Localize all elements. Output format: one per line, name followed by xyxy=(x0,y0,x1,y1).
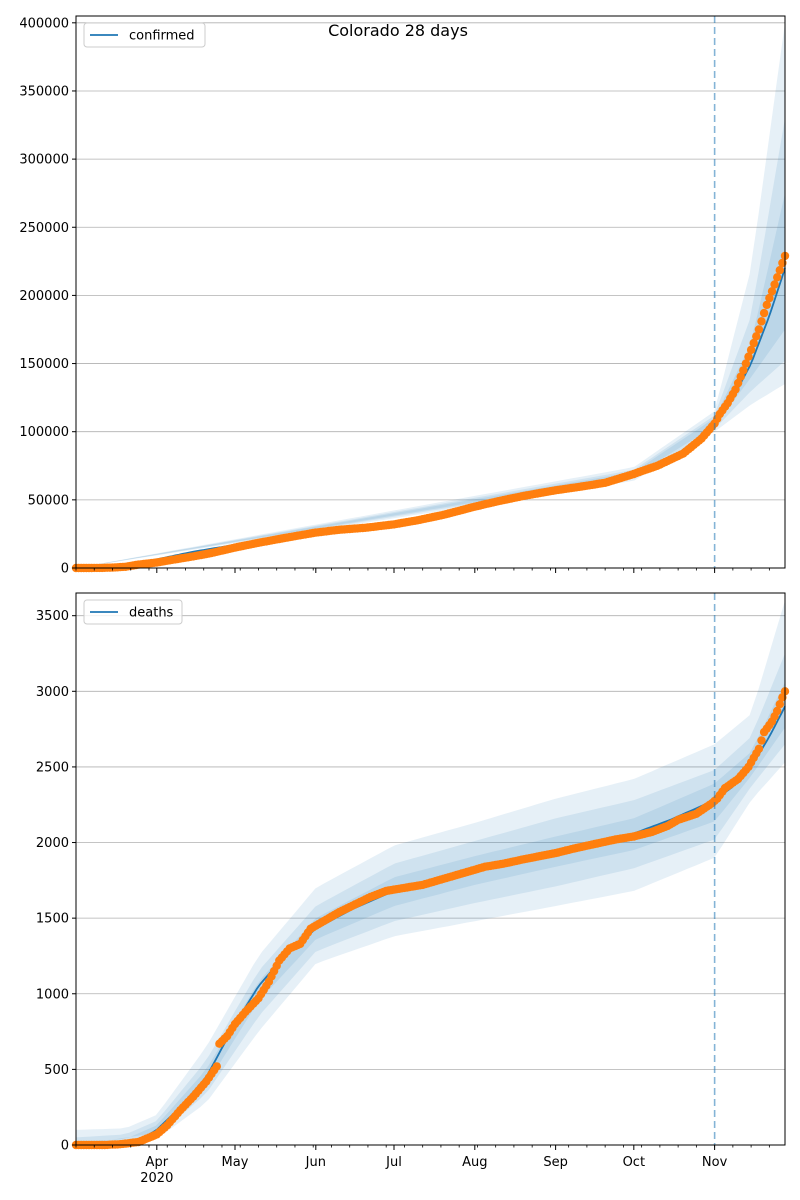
x-tick-label: May xyxy=(222,1155,249,1170)
observed-point xyxy=(757,736,766,745)
y-tick-label: 50000 xyxy=(28,493,69,508)
y-tick-label: 0 xyxy=(61,1139,69,1154)
y-tick-label: 3500 xyxy=(36,609,69,624)
observed-point xyxy=(773,273,782,282)
observed-point xyxy=(767,287,777,296)
y-tick-label: 200000 xyxy=(19,289,69,304)
observed-point xyxy=(775,266,784,275)
y-tick-label: 3000 xyxy=(36,685,69,700)
deaths-panel: 0 500 1000 1500 2000 2500 3000 3500 Apr May Jun Jul… xyxy=(36,592,790,1186)
y-tick-label: 150000 xyxy=(19,357,69,372)
observed-point xyxy=(736,372,745,381)
y-tick-label: 0 xyxy=(61,562,69,577)
observed-point xyxy=(775,700,784,709)
x-tick-label: Jun xyxy=(305,1155,326,1170)
chart-title: Colorado 28 days xyxy=(328,21,468,40)
y-tick-label: 350000 xyxy=(19,84,69,99)
observed-point xyxy=(752,332,761,341)
observed-point xyxy=(744,352,753,361)
x-tick-label: Nov xyxy=(702,1155,728,1170)
x-tick-label: Jul xyxy=(385,1155,402,1170)
x-year-label: 2020 xyxy=(140,1171,173,1186)
observed-point xyxy=(733,378,743,388)
y-tick-label: 300000 xyxy=(19,153,69,168)
observed-point xyxy=(757,317,766,326)
y-tick-label: 100000 xyxy=(19,425,69,440)
x-tick-label: Oct xyxy=(623,1155,645,1170)
y-tick-label: 500 xyxy=(44,1063,69,1078)
observed-point xyxy=(739,366,748,375)
x-tick-label: Aug xyxy=(462,1155,487,1170)
y-tick-label: 400000 xyxy=(19,16,69,31)
y-tick-label: 1000 xyxy=(36,987,69,1002)
uncertainty-band xyxy=(76,118,785,568)
model-line xyxy=(76,267,786,569)
observed-point xyxy=(746,345,756,355)
observed-point xyxy=(212,1062,221,1071)
y-tick-label: 250000 xyxy=(19,221,69,236)
observed-point xyxy=(759,308,769,318)
legend-box xyxy=(83,22,206,48)
observed-point xyxy=(773,706,782,716)
observed-point xyxy=(741,359,751,368)
legend-label: deaths xyxy=(129,606,174,621)
y-tick-label: 1500 xyxy=(36,912,69,927)
observed-point xyxy=(731,385,740,394)
legend-label: confirmed xyxy=(129,29,195,44)
observed-point xyxy=(754,744,764,753)
observed-point xyxy=(770,280,779,289)
x-tick-label: Sep xyxy=(543,1155,568,1170)
observed-point xyxy=(765,293,774,303)
plot-frame xyxy=(75,592,786,1146)
x-tick-label: Apr xyxy=(146,1155,169,1170)
confirmed-panel: 0 50000 100000 150000 200000 250000 300000 3500… xyxy=(19,15,790,577)
observed-point xyxy=(749,338,758,348)
plot-frame xyxy=(75,15,786,569)
y-tick-label: 2000 xyxy=(36,836,69,851)
y-tick-label: 2500 xyxy=(36,760,69,775)
observed-point xyxy=(762,300,771,310)
observed-point xyxy=(754,325,764,334)
uncertainty-band xyxy=(76,653,785,1145)
legend-box xyxy=(83,599,183,625)
